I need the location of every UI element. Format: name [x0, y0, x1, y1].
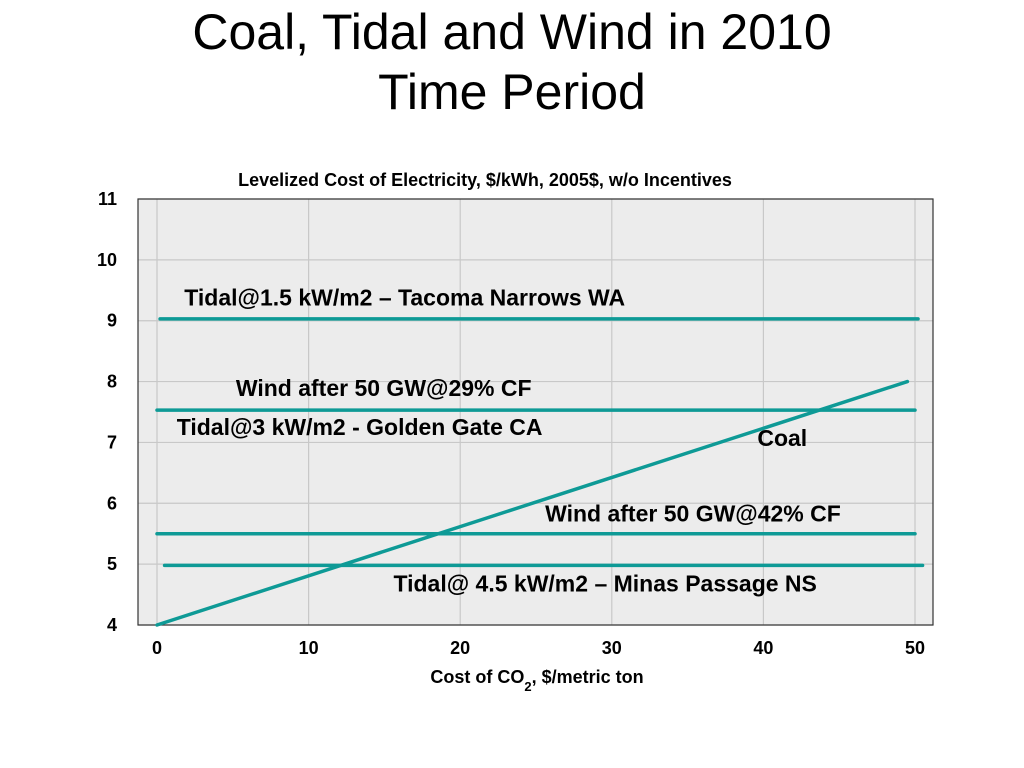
y-tick-label-3: 7 — [107, 432, 117, 452]
series-lines — [155, 317, 925, 627]
x-axis-label-main: Cost of CO — [430, 667, 524, 687]
y-tick-label-4: 8 — [107, 372, 117, 392]
annotation-0: Tidal@1.5 kW/m2 – Tacoma Narrows WA — [184, 285, 625, 311]
x-axis-ticks: 0 10 20 30 40 50 — [152, 638, 925, 658]
y-tick-label-7: 11 — [98, 189, 117, 209]
slide-title-line-2: Time Period — [378, 64, 646, 120]
annotations: Tidal@1.5 kW/m2 – Tacoma Narrows WA Wind … — [177, 285, 841, 597]
annotation-2: Tidal@3 kW/m2 - Golden Gate CA — [177, 414, 543, 440]
x-axis-label: Cost of CO2, $/metric ton — [430, 667, 643, 694]
annotation-1: Wind after 50 GW@29% CF — [236, 375, 532, 401]
plot-frame — [137, 198, 934, 626]
x-tick-label-0: 0 — [152, 638, 162, 658]
x-tick-label-5: 50 — [905, 638, 925, 658]
x-tick-label-3: 30 — [602, 638, 622, 658]
annotation-5: Tidal@ 4.5 kW/m2 – Minas Passage NS — [393, 571, 816, 597]
plot-area — [138, 199, 933, 625]
x-tick-label-2: 20 — [450, 638, 470, 658]
y-tick-label-1: 5 — [107, 554, 117, 574]
y-tick-label-5: 9 — [107, 311, 117, 331]
y-tick-label-0: 4 — [107, 615, 117, 635]
y-axis-ticks: 4 5 6 7 8 9 10 11 — [97, 189, 117, 635]
slide-title: Coal, Tidal and Wind in 2010 Time Period — [0, 2, 1024, 122]
chart-title: Levelized Cost of Electricity, $/kWh, 20… — [238, 170, 732, 190]
x-axis-label-subscript: 2 — [524, 679, 531, 694]
x-tick-label-4: 40 — [753, 638, 773, 658]
series-line-4 — [155, 379, 910, 627]
y-tick-label-2: 6 — [107, 493, 117, 513]
annotation-4: Wind after 50 GW@42% CF — [545, 501, 841, 527]
x-axis-label-rest: , $/metric ton — [532, 667, 644, 687]
y-tick-label-6: 10 — [97, 250, 117, 270]
slide-title-line-1: Coal, Tidal and Wind in 2010 — [192, 4, 832, 60]
x-tick-label-1: 10 — [299, 638, 319, 658]
annotation-3: Coal — [757, 425, 807, 451]
